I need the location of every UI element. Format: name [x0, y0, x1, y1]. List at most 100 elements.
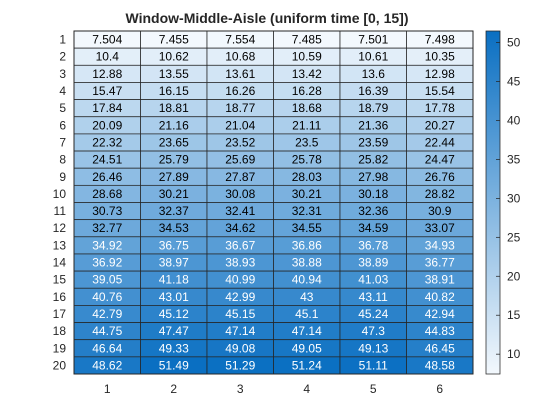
heatmap-cell-label: 47.47	[159, 324, 189, 338]
y-tick-label: 2	[59, 50, 66, 64]
heatmap-cell-label: 49.08	[225, 341, 255, 355]
heatmap-cell-label: 34.59	[358, 221, 388, 235]
x-tick-label: 5	[370, 382, 377, 396]
heatmap-cell-label: 15.47	[92, 84, 122, 98]
heatmap-cell-label: 27.87	[225, 170, 255, 184]
heatmap-cell-label: 44.83	[425, 324, 455, 338]
heatmap-cell-label: 51.24	[292, 358, 322, 372]
heatmap-cell-label: 28.82	[425, 187, 455, 201]
heatmap-cell-label: 26.46	[92, 170, 122, 184]
heatmap-cell-label: 36.67	[225, 238, 255, 252]
heatmap-cell-label: 10.4	[96, 50, 120, 64]
heatmap-cell-label: 28.03	[292, 170, 322, 184]
heatmap-cell-label: 13.55	[159, 67, 189, 81]
heatmap-cell-label: 48.58	[425, 358, 455, 372]
heatmap-cell-label: 13.6	[362, 67, 386, 81]
heatmap-cell-label: 40.82	[425, 290, 455, 304]
heatmap-cell-label: 7.485	[292, 33, 322, 47]
heatmap-cell-label: 38.93	[225, 256, 255, 270]
heatmap-cell-label: 43	[300, 290, 314, 304]
colorbar-tick-label: 10	[507, 347, 521, 361]
heatmap-cell-label: 24.51	[92, 153, 122, 167]
heatmap-cell-label: 15.54	[425, 84, 455, 98]
heatmap-cell-label: 34.53	[159, 221, 189, 235]
heatmap-cell-label: 16.39	[358, 84, 388, 98]
heatmap-cell-label: 34.92	[92, 238, 122, 252]
heatmap-cell-label: 32.31	[292, 204, 322, 218]
heatmap-cell-label: 47.3	[362, 324, 386, 338]
heatmap-cell-label: 30.18	[358, 187, 388, 201]
heatmap-cell-label: 43.01	[159, 290, 189, 304]
heatmap-cell-label: 41.18	[159, 273, 189, 287]
colorbar-gradient	[485, 30, 501, 375]
y-tick-label: 3	[59, 67, 66, 81]
heatmap-cell-label: 51.29	[225, 358, 255, 372]
heatmap-cell-label: 38.88	[292, 256, 322, 270]
x-tick-label: 4	[303, 382, 310, 396]
heatmap-cell-label: 16.26	[225, 84, 255, 98]
heatmap-cell-label: 10.68	[225, 50, 255, 64]
y-tick-label: 10	[53, 187, 67, 201]
heatmap-cell-label: 33.07	[425, 221, 455, 235]
heatmap-cell-label: 40.76	[92, 290, 122, 304]
heatmap-cell-label: 36.75	[159, 238, 189, 252]
heatmap-cell-label: 25.78	[292, 153, 322, 167]
y-tick-label: 8	[59, 153, 66, 167]
x-tick-label: 2	[170, 382, 177, 396]
heatmap-cell-label: 46.45	[425, 341, 455, 355]
heatmap-cell-label: 25.79	[159, 153, 189, 167]
heatmap-cell-label: 32.36	[358, 204, 388, 218]
heatmap-cell-label: 38.89	[358, 256, 388, 270]
heatmap-cell-label: 16.15	[159, 84, 189, 98]
heatmap-cell-label: 12.88	[92, 67, 122, 81]
x-tick-label: 1	[104, 382, 111, 396]
heatmap-cell-label: 40.99	[225, 273, 255, 287]
heatmap-cell-label: 24.47	[425, 153, 455, 167]
heatmap-cell-label: 23.5	[295, 135, 319, 149]
heatmap-cell-label: 40.94	[292, 273, 322, 287]
heatmap-cell-label: 23.65	[159, 135, 189, 149]
heatmap-cell-label: 7.504	[92, 33, 122, 47]
y-tick-label: 9	[59, 170, 66, 184]
heatmap-cell-label: 10.62	[159, 50, 189, 64]
heatmap-cell-label: 17.84	[92, 101, 122, 115]
heatmap-cell-label: 34.62	[225, 221, 255, 235]
heatmap-cell-label: 51.11	[359, 358, 388, 372]
y-tick-label: 6	[59, 118, 66, 132]
heatmap-cell-label: 30.9	[428, 204, 452, 218]
heatmap-cell-label: 18.68	[292, 101, 322, 115]
heatmap-cell-label: 39.05	[92, 273, 122, 287]
colorbar-tick-label: 40	[507, 113, 521, 127]
colorbar-tick-label: 35	[507, 152, 521, 166]
heatmap-cell-label: 48.62	[92, 358, 122, 372]
heatmap-cell-label: 10.35	[425, 50, 455, 64]
heatmap-cell-label: 32.77	[92, 221, 122, 235]
y-tick-label: 14	[53, 256, 67, 270]
y-tick-label: 17	[53, 307, 67, 321]
heatmap-cell-label: 21.16	[159, 118, 189, 132]
heatmap-cell-label: 23.52	[225, 135, 255, 149]
heatmap-cell-label: 17.78	[425, 101, 455, 115]
chart-title: Window-Middle-Aisle (uniform time [0, 15…	[126, 10, 409, 26]
colorbar: 10 15 20 25 30 35 40 45 50	[485, 30, 521, 375]
y-tick-label: 7	[59, 135, 66, 149]
heatmap-cell-label: 7.501	[358, 33, 388, 47]
colorbar-tick-label: 20	[507, 269, 521, 283]
heatmap-cell-label: 49.33	[159, 341, 189, 355]
heatmap-cell-label: 36.86	[292, 238, 322, 252]
heatmap-cell-label: 10.61	[358, 50, 388, 64]
heatmap-cell-label: 20.09	[92, 118, 122, 132]
heatmap-cell-label: 34.93	[425, 238, 455, 252]
heatmap-cell-label: 36.77	[425, 256, 455, 270]
heatmap-cell-label: 27.89	[159, 170, 189, 184]
y-tick-label: 13	[53, 238, 67, 252]
y-tick-label: 4	[59, 84, 66, 98]
heatmap-cell-label: 22.44	[425, 135, 455, 149]
heatmap-cell-label: 21.04	[225, 118, 255, 132]
heatmap-cell-label: 20.27	[425, 118, 455, 132]
heatmap-cell-label: 12.98	[425, 67, 455, 81]
heatmap-cell-label: 26.76	[425, 170, 455, 184]
heatmap-cell-label: 41.03	[358, 273, 388, 287]
